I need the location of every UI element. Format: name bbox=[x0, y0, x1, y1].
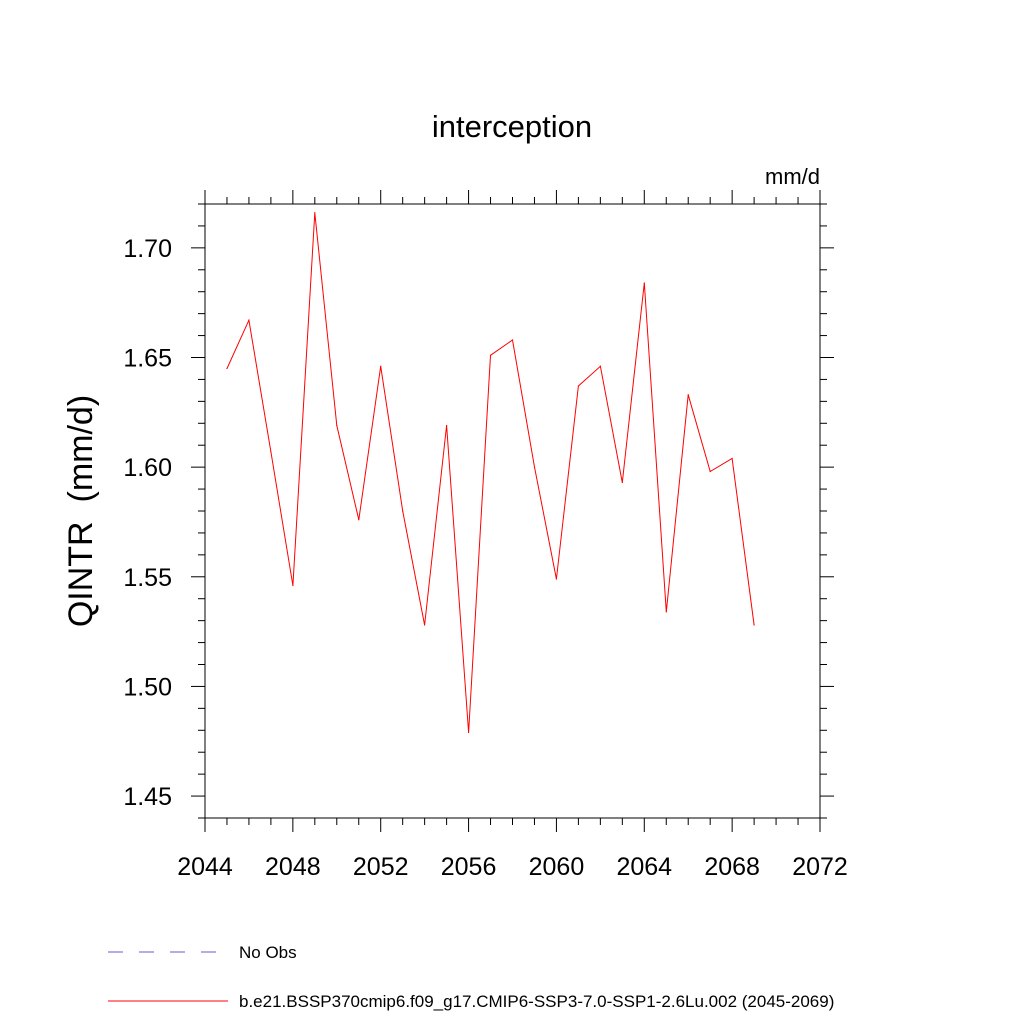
data-point bbox=[467, 731, 470, 734]
y-axis-label: QINTR (mm/d) bbox=[62, 395, 100, 627]
x-tick-label: 2048 bbox=[265, 853, 321, 881]
data-point bbox=[358, 519, 360, 521]
data-point bbox=[621, 481, 623, 484]
data-point bbox=[270, 451, 272, 453]
data-point bbox=[577, 385, 579, 387]
x-tick-label: 2064 bbox=[616, 853, 672, 881]
data-point bbox=[226, 367, 228, 370]
data-point bbox=[402, 510, 404, 512]
x-tick-label: 2052 bbox=[353, 853, 409, 881]
tick-labels: 2044 2048 2052 2056 2060 2064 2068 2072 1.45 1.50… bbox=[123, 235, 847, 881]
data-point bbox=[599, 365, 601, 367]
series-line-0 bbox=[226, 212, 755, 733]
data-point bbox=[511, 339, 514, 341]
y-tick-label: 1.50 bbox=[123, 673, 172, 701]
data-point bbox=[292, 584, 294, 587]
data-point bbox=[336, 424, 338, 427]
axis-ticks bbox=[191, 190, 834, 832]
y-tick-label: 1.70 bbox=[123, 235, 172, 263]
legend: No Obs b.e21.BSSP370cmip6.f09_g17.CMIP6-S… bbox=[108, 943, 834, 1011]
x-tick-label: 2060 bbox=[529, 853, 585, 881]
data-point bbox=[248, 319, 250, 321]
data-point bbox=[533, 466, 536, 468]
chart-title: interception bbox=[432, 109, 592, 144]
data-point bbox=[665, 611, 667, 613]
data-point bbox=[555, 578, 558, 580]
y-tick-label: 1.60 bbox=[123, 454, 172, 482]
data-point bbox=[489, 354, 492, 356]
legend-label-0: No Obs bbox=[239, 943, 297, 962]
data-point bbox=[380, 365, 382, 367]
data-point bbox=[314, 212, 316, 214]
legend-label-1: b.e21.BSSP370cmip6.f09_g17.CMIP6-SSP3-7.… bbox=[239, 992, 834, 1011]
y-tick-label: 1.65 bbox=[123, 345, 172, 373]
data-point bbox=[753, 624, 755, 626]
series-layer bbox=[226, 212, 755, 734]
data-point bbox=[731, 457, 733, 459]
x-tick-label: 2068 bbox=[704, 853, 760, 881]
data-point bbox=[643, 282, 645, 284]
data-point bbox=[709, 470, 711, 473]
data-point bbox=[446, 424, 448, 427]
y-tick-label: 1.55 bbox=[123, 564, 172, 592]
y-tick-label: 1.45 bbox=[123, 783, 172, 811]
units-label: mm/d bbox=[765, 164, 820, 189]
data-point bbox=[424, 624, 426, 626]
x-tick-label: 2072 bbox=[792, 853, 848, 881]
x-tick-label: 2044 bbox=[177, 853, 233, 881]
data-point bbox=[687, 394, 689, 396]
x-tick-label: 2056 bbox=[441, 853, 497, 881]
